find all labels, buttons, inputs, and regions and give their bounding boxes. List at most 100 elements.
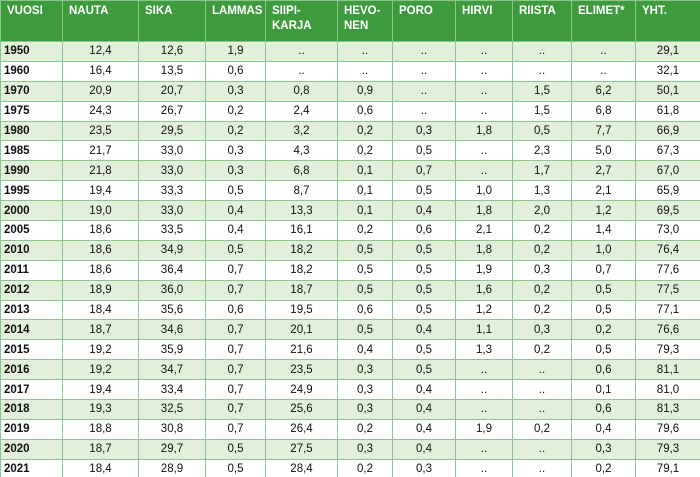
value-cell: .. bbox=[512, 438, 572, 460]
value-cell: 0,2 bbox=[512, 239, 572, 261]
value-cell: 0,3 bbox=[337, 359, 393, 381]
value-cell: 0,4 bbox=[205, 220, 266, 241]
value-cell: 23,5 bbox=[265, 359, 338, 381]
value-cell: 13,3 bbox=[265, 200, 338, 222]
year-cell: 1960 bbox=[0, 60, 63, 82]
year-cell: 2011 bbox=[0, 259, 63, 281]
value-cell: 34,6 bbox=[138, 319, 206, 341]
value-cell: 18,4 bbox=[62, 458, 139, 477]
value-cell: .. bbox=[455, 379, 513, 401]
value-cell: 0,3 bbox=[512, 259, 572, 281]
value-cell: 0,2 bbox=[512, 299, 572, 321]
value-cell: 29,1 bbox=[635, 41, 700, 62]
value-cell: 0,7 bbox=[205, 399, 266, 420]
value-cell: .. bbox=[455, 100, 513, 122]
value-cell: 0,6 bbox=[337, 100, 393, 122]
value-cell: 81,1 bbox=[635, 359, 700, 381]
table-row: 2016 19,2 34,7 0,7 23,5 0,3 0,5.... 0,6 81,1 bbox=[0, 359, 700, 381]
year-cell: 2015 bbox=[0, 339, 63, 361]
value-cell: 0,4 bbox=[392, 319, 456, 341]
table-row: 2012 18,9 36,0 0,7 18,7 0,5 0,5 1,6 0,2 0,5 77,5 bbox=[0, 279, 700, 301]
value-cell: 2,1 bbox=[571, 180, 636, 202]
table-row: 1960 16,4 13,5 0,6............ 32,1 bbox=[0, 60, 700, 82]
value-cell: 0,5 bbox=[337, 279, 393, 301]
value-cell: 81,3 bbox=[635, 399, 700, 420]
value-cell: 0,2 bbox=[512, 279, 572, 301]
value-cell: .. bbox=[455, 399, 513, 420]
value-cell: 0,2 bbox=[205, 120, 266, 142]
value-cell: 0,8 bbox=[265, 80, 338, 102]
table-row: 2014 18,7 34,6 0,7 20,1 0,5 0,4 1,1 0,3 0,2 76,6 bbox=[0, 319, 700, 341]
value-cell: 18,2 bbox=[265, 239, 338, 261]
year-cell: 2012 bbox=[0, 279, 63, 301]
value-cell: 7,7 bbox=[571, 120, 636, 142]
value-cell: 0,5 bbox=[571, 279, 636, 301]
column-header: HIRVI bbox=[455, 0, 513, 42]
value-cell: 34,7 bbox=[138, 359, 206, 381]
year-cell: 2018 bbox=[0, 399, 63, 420]
value-cell: 1,8 bbox=[455, 200, 513, 222]
year-cell: 1980 bbox=[0, 120, 63, 142]
value-cell: 0,2 bbox=[337, 140, 393, 162]
table-row: 2017 19,4 33,4 0,7 24,9 0,3 0,4.... 0,1 81,0 bbox=[0, 379, 700, 401]
year-cell: 2016 bbox=[0, 359, 63, 381]
value-cell: 0,5 bbox=[205, 438, 266, 460]
value-cell: .. bbox=[512, 41, 572, 62]
year-cell: 2013 bbox=[0, 299, 63, 321]
value-cell: 18,9 bbox=[62, 279, 139, 301]
table-row: 2013 18,4 35,6 0,6 19,5 0,6 0,5 1,2 0,2 0,5 77,1 bbox=[0, 299, 700, 321]
value-cell: 21,7 bbox=[62, 140, 139, 162]
value-cell: 2,3 bbox=[512, 140, 572, 162]
value-cell: 0,5 bbox=[392, 339, 456, 361]
value-cell: 77,6 bbox=[635, 259, 700, 281]
value-cell: 0,6 bbox=[205, 60, 266, 82]
value-cell: 0,7 bbox=[205, 379, 266, 401]
value-cell: 0,6 bbox=[571, 399, 636, 420]
value-cell: 0,7 bbox=[392, 160, 456, 182]
value-cell: 19,5 bbox=[265, 299, 338, 321]
value-cell: 1,5 bbox=[512, 80, 572, 102]
value-cell: .. bbox=[455, 60, 513, 82]
value-cell: 69,5 bbox=[635, 200, 700, 222]
table-row: 2015 19,2 35,9 0,7 21,6 0,4 0,5 1,3 0,2 0,5 79,3 bbox=[0, 339, 700, 361]
value-cell: 1,7 bbox=[512, 160, 572, 182]
value-cell: 0,1 bbox=[337, 180, 393, 202]
value-cell: 0,5 bbox=[205, 458, 266, 477]
value-cell: 0,5 bbox=[392, 359, 456, 381]
value-cell: .. bbox=[337, 41, 393, 62]
value-cell: 19,3 bbox=[62, 399, 139, 420]
value-cell: 0,5 bbox=[392, 259, 456, 281]
value-cell: 0,5 bbox=[392, 140, 456, 162]
value-cell: 21,6 bbox=[265, 339, 338, 361]
value-cell: 81,0 bbox=[635, 379, 700, 401]
value-cell: 0,4 bbox=[205, 200, 266, 222]
value-cell: 73,0 bbox=[635, 220, 700, 241]
value-cell: 0,5 bbox=[392, 279, 456, 301]
value-cell: 0,7 bbox=[205, 339, 266, 361]
table-body: 1950 12,4 12,6 1,9............ 29,1 1960 16,4 1… bbox=[0, 41, 700, 477]
table-row: 2005 18,6 33,5 0,4 16,1 0,2 0,6 2,1 0,2 1,4 73,0 bbox=[0, 220, 700, 241]
value-cell: 0,2 bbox=[205, 100, 266, 122]
value-cell: 26,7 bbox=[138, 100, 206, 122]
year-cell: 2020 bbox=[0, 438, 63, 460]
value-cell: 0,2 bbox=[337, 418, 393, 440]
value-cell: 1,2 bbox=[455, 299, 513, 321]
value-cell: 0,6 bbox=[205, 299, 266, 321]
value-cell: 1,0 bbox=[455, 180, 513, 202]
value-cell: 61,8 bbox=[635, 100, 700, 122]
value-cell: .. bbox=[455, 438, 513, 460]
value-cell: 18,7 bbox=[265, 279, 338, 301]
value-cell: 0,5 bbox=[392, 299, 456, 321]
value-cell: .. bbox=[455, 140, 513, 162]
table-row: 1995 19,4 33,3 0,5 8,7 0,1 0,5 1,0 1,3 2,1 65,9 bbox=[0, 180, 700, 202]
table-row: 1950 12,4 12,6 1,9............ 29,1 bbox=[0, 41, 700, 62]
value-cell: .. bbox=[392, 80, 456, 102]
header-line: YHT. bbox=[642, 5, 667, 17]
value-cell: 25,6 bbox=[265, 399, 338, 420]
value-cell: 0,3 bbox=[337, 399, 393, 420]
column-header: PORO bbox=[392, 0, 456, 42]
value-cell: 18,8 bbox=[62, 418, 139, 440]
value-cell: 0,5 bbox=[205, 239, 266, 261]
value-cell: .. bbox=[571, 41, 636, 62]
value-cell: 0,4 bbox=[392, 399, 456, 420]
